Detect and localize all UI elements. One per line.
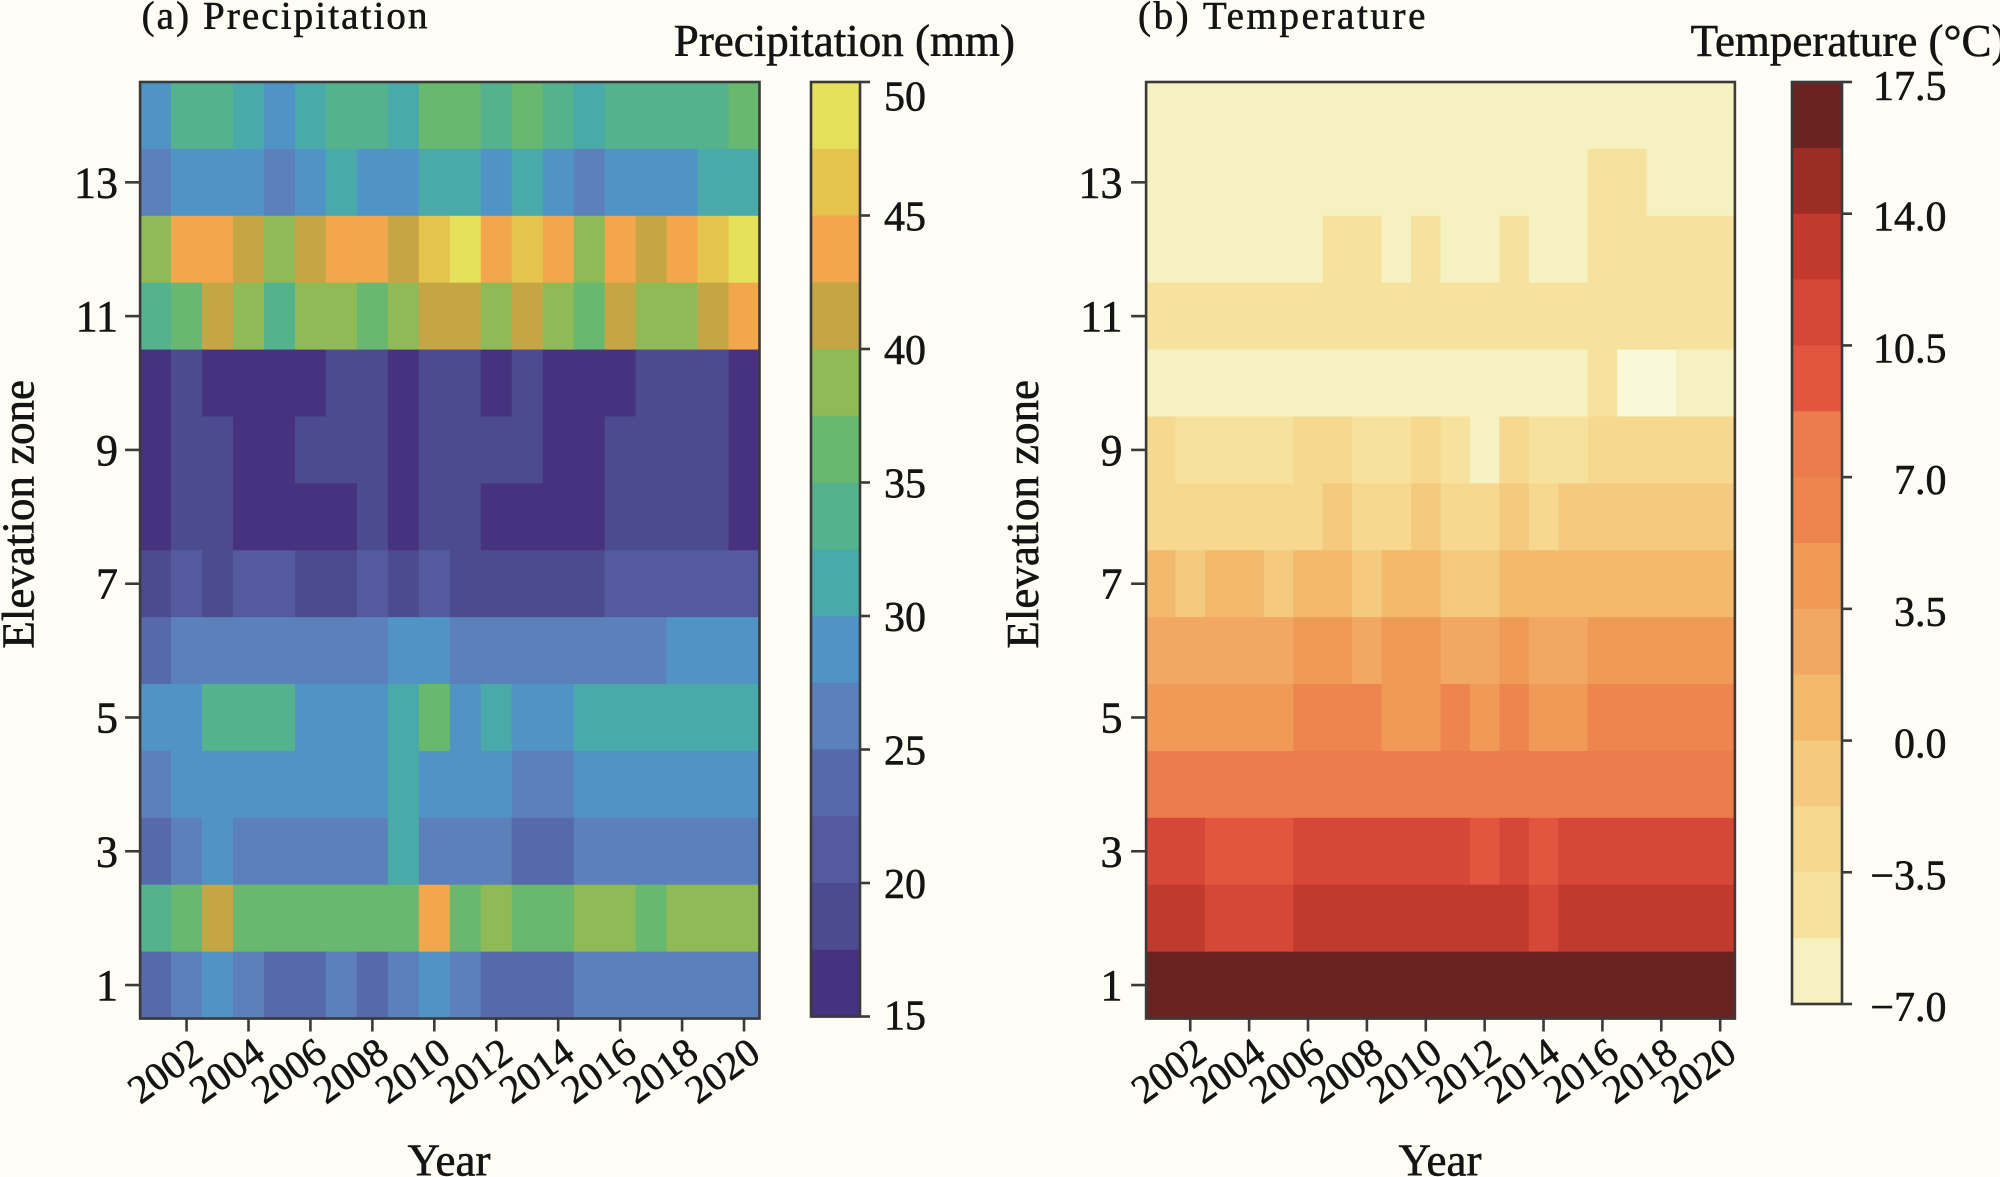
svg-text:35: 35 <box>884 462 926 508</box>
svg-text:13: 13 <box>74 158 118 207</box>
svg-text:40: 40 <box>884 328 926 374</box>
svg-text:3: 3 <box>1101 827 1123 876</box>
svg-text:17.5: 17.5 <box>1873 64 1947 110</box>
svg-text:45: 45 <box>884 195 926 241</box>
svg-text:1: 1 <box>1101 961 1123 1010</box>
svg-text:1: 1 <box>96 961 118 1010</box>
svg-text:Year: Year <box>408 1135 491 1177</box>
svg-text:Year: Year <box>1399 1135 1482 1177</box>
svg-text:0.0: 0.0 <box>1894 722 1947 768</box>
svg-text:Elevation zone: Elevation zone <box>0 380 44 649</box>
svg-text:30: 30 <box>884 595 926 641</box>
svg-text:3: 3 <box>96 827 118 876</box>
svg-text:Temperature (°C): Temperature (°C) <box>1691 16 2000 66</box>
svg-text:5: 5 <box>96 693 118 742</box>
svg-text:9: 9 <box>96 426 118 475</box>
svg-text:20: 20 <box>884 862 926 908</box>
svg-text:13: 13 <box>1079 158 1123 207</box>
svg-text:7.0: 7.0 <box>1894 458 1947 504</box>
svg-text:Elevation zone: Elevation zone <box>998 380 1048 649</box>
svg-text:−3.5: −3.5 <box>1870 853 1946 899</box>
svg-text:7: 7 <box>96 560 118 609</box>
svg-text:(b) Temperature: (b) Temperature <box>1138 0 1428 38</box>
svg-text:(a) Precipitation: (a) Precipitation <box>142 0 430 38</box>
svg-text:9: 9 <box>1101 426 1123 475</box>
svg-text:3.5: 3.5 <box>1894 590 1947 636</box>
svg-text:14.0: 14.0 <box>1873 195 1947 241</box>
svg-text:15: 15 <box>884 994 926 1040</box>
svg-text:5: 5 <box>1101 693 1123 742</box>
svg-text:50: 50 <box>884 75 926 121</box>
svg-text:11: 11 <box>76 292 118 341</box>
svg-text:Precipitation (mm): Precipitation (mm) <box>674 16 1015 66</box>
svg-text:−7.0: −7.0 <box>1870 985 1946 1031</box>
svg-text:25: 25 <box>884 729 926 775</box>
svg-text:11: 11 <box>1080 292 1122 341</box>
svg-text:10.5: 10.5 <box>1873 326 1947 372</box>
svg-text:7: 7 <box>1101 560 1123 609</box>
